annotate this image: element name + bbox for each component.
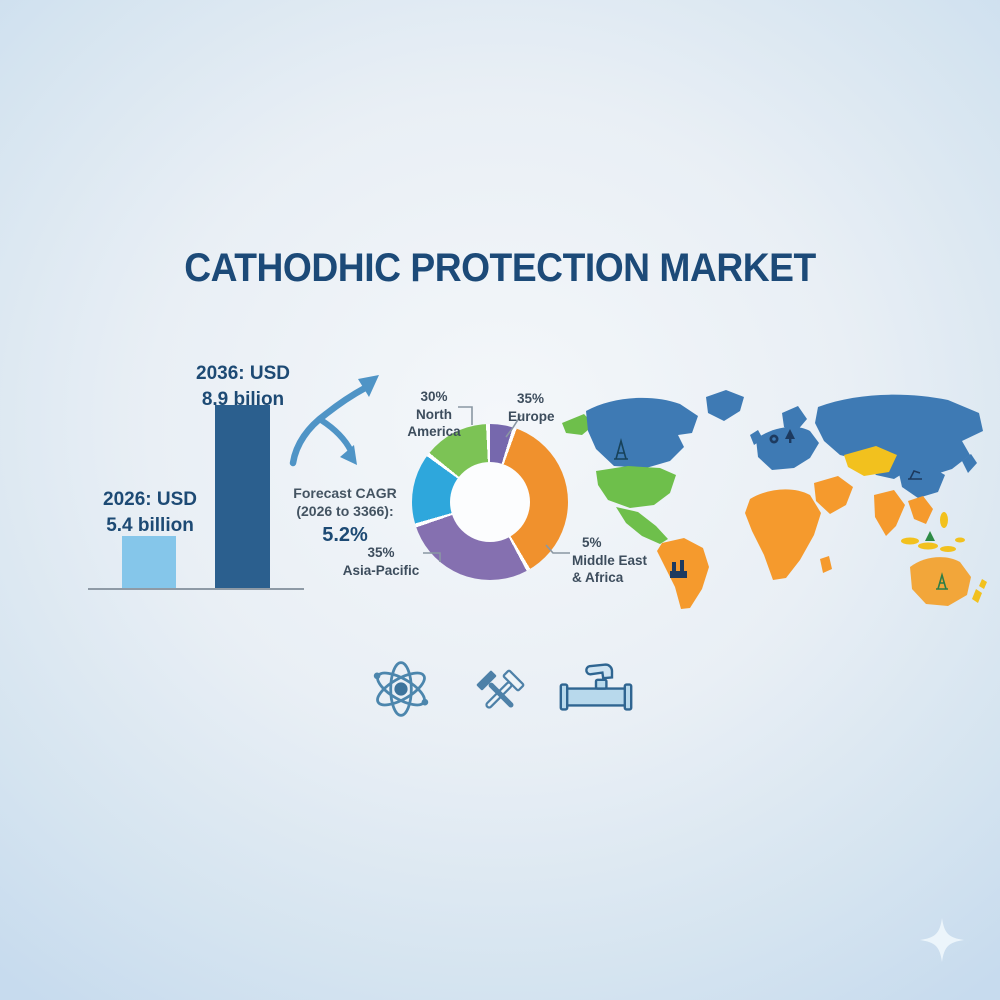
map-new-zealand-2 [979, 579, 987, 589]
forecast-cagr-line1: Forecast CAGR [293, 485, 397, 501]
map-japan [962, 454, 977, 473]
bar-label-2036: 2036: USD 8.9 bilion [183, 361, 303, 412]
crossed-hammers-icon [476, 669, 525, 709]
pump-icon-china [908, 470, 922, 480]
map-india [874, 490, 905, 536]
map-indonesia-3 [940, 546, 956, 552]
map-central-asia [844, 446, 897, 476]
donut-pct-europe: 35% [517, 391, 545, 406]
donut-label-north-america: 30% North America [393, 388, 475, 441]
map-china [898, 464, 945, 498]
factory-icon-south-america [670, 560, 687, 578]
donut-name-europe: Europe [508, 408, 555, 424]
map-russia [815, 394, 983, 479]
map-uk [750, 430, 763, 445]
bar-2036 [215, 405, 270, 588]
bar-chart-baseline [88, 588, 304, 590]
map-canada [586, 397, 698, 468]
map-indonesia-1 [901, 537, 919, 545]
page-title: CATHODHIC PROTECTION MARKET [184, 246, 816, 290]
donut-pct-north-america: 30% [420, 389, 448, 404]
pipeline-valve-icon [559, 663, 633, 711]
donut-label-middle-east-africa: 5% Middle East & Africa [572, 534, 667, 587]
forecast-cagr-block: Forecast CAGR (2026 to 3366): 5.2% [286, 484, 404, 548]
map-usa [596, 466, 676, 508]
map-indonesia-2 [918, 542, 938, 550]
map-africa [745, 489, 821, 580]
growth-arrow-icon [289, 375, 379, 467]
forecast-cagr-line2: (2026 to 3366): [296, 503, 394, 520]
bar-label-2036-year: 2036: USD [196, 363, 290, 384]
atom-icon [373, 661, 429, 717]
map-madagascar [820, 556, 832, 573]
donut-pct-middle-east-africa: 5% [582, 535, 602, 550]
bar-label-2026-value: 5.4 billion [106, 514, 194, 536]
donut-name-middle-east-africa: Middle East & Africa [572, 552, 648, 586]
donut-chart [412, 424, 568, 580]
tree-icon-europe [785, 429, 795, 443]
map-alaska [562, 414, 594, 435]
bar-2026 [122, 536, 176, 588]
bar-label-2036-value: 8.9 bilion [201, 388, 285, 410]
world-map [562, 390, 987, 609]
gear-icon-europe [769, 434, 779, 444]
donut-name-north-america: North America [407, 406, 461, 440]
rig-icon-usa [614, 438, 628, 460]
map-greenland [706, 390, 744, 421]
forecast-cagr-value: 5.2% [322, 524, 368, 547]
map-europe [756, 426, 819, 470]
rig-icon-australia [936, 572, 948, 590]
map-middle-east [814, 476, 853, 514]
sparkle-icon [920, 918, 964, 962]
bar-label-2026-year: 2026: USD [103, 489, 197, 510]
donut-connector-lines [423, 406, 570, 562]
map-philippines [940, 512, 948, 528]
donut-name-asia-pacific: Asia-Pacific [342, 562, 420, 578]
map-se-asia [908, 496, 933, 524]
map-mexico [616, 507, 668, 544]
map-new-zealand-1 [972, 589, 982, 603]
triangle-icon-indonesia [925, 531, 935, 541]
donut-pct-asia-pacific: 35% [367, 545, 395, 560]
map-new-guinea [955, 537, 965, 543]
bar-label-2026: 2026: USD 5.4 billion [90, 487, 210, 538]
donut-label-asia-pacific: 35% Asia-Pacific [342, 544, 420, 579]
donut-label-europe: 35% Europe [508, 390, 578, 425]
map-scandinavia [782, 406, 807, 432]
